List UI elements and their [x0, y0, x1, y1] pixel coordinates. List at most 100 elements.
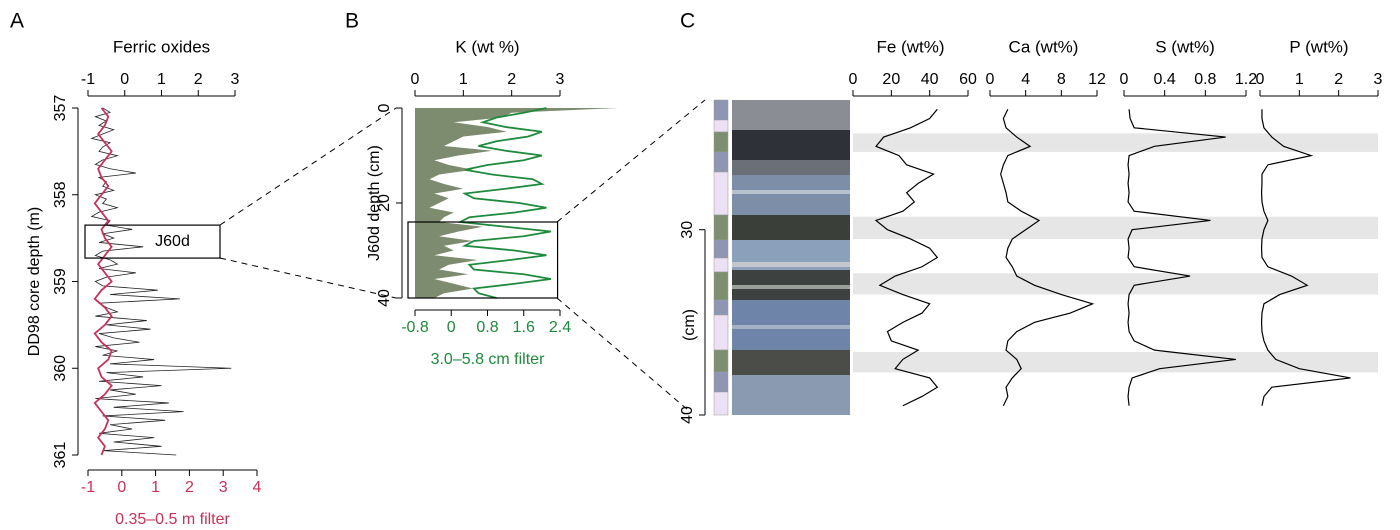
chart-title: Ferric oxides	[113, 37, 210, 56]
tick-label: 0	[376, 103, 393, 112]
tick-label: 12	[1088, 71, 1106, 88]
tick-label: 1.2	[1235, 71, 1257, 88]
tick-label: 357	[52, 95, 69, 122]
tick-label: 3	[1374, 71, 1383, 88]
tick-label: 0	[117, 479, 126, 496]
column-title: S (wt%)	[1155, 37, 1215, 56]
column-title: Fe (wt%)	[877, 37, 945, 56]
tick-label: 360	[52, 355, 69, 382]
tick-label: 2	[1334, 71, 1343, 88]
lith-unit	[713, 151, 729, 173]
tick-label: 0.8	[476, 319, 498, 336]
highlight-band	[853, 273, 1378, 295]
lith-unit	[713, 214, 729, 241]
tick-label: 30	[679, 221, 696, 239]
highlight-band	[853, 133, 1378, 152]
profile-line	[457, 107, 552, 299]
tick-label: 20	[376, 194, 393, 212]
tick-label: 40	[921, 71, 939, 88]
connectors	[219, 99, 706, 411]
core-layer	[732, 375, 850, 415]
annotation-label: J60d	[155, 233, 190, 250]
core-photo	[732, 100, 850, 415]
profile-line	[1000, 109, 1095, 406]
tick-label: -1	[81, 71, 95, 88]
y-axis-label: J60d depth (cm)	[366, 145, 383, 261]
core-layer	[732, 285, 850, 289]
tick-label: 1	[151, 479, 160, 496]
tick-label: 3	[231, 71, 240, 88]
highlight-band	[853, 216, 1378, 239]
lith-unit	[713, 391, 729, 416]
tick-label: 361	[52, 442, 69, 469]
lithology-column	[713, 99, 729, 416]
lith-unit	[713, 271, 729, 301]
tick-label: 3	[556, 71, 565, 88]
profile-line	[1260, 109, 1351, 406]
y-axis-label: DD98 core depth (m)	[26, 207, 43, 356]
tick-label: 0	[447, 319, 456, 336]
tick-label: 0	[849, 71, 858, 88]
profile-area	[415, 108, 618, 298]
core-layer	[732, 350, 850, 375]
tick-label: 2	[185, 479, 194, 496]
tick-label: 2.4	[549, 319, 571, 336]
tick-label: 40	[679, 406, 696, 424]
column-title: P (wt%)	[1289, 37, 1348, 56]
tick-label: 2	[507, 71, 516, 88]
profile-line	[93, 107, 113, 456]
core-layer	[732, 130, 850, 160]
tick-label: 2	[194, 71, 203, 88]
tick-label: 0	[411, 71, 420, 88]
tick-label: 1	[459, 71, 468, 88]
tick-label: -0.8	[401, 319, 429, 336]
tick-label: 3	[219, 479, 228, 496]
chart-title: K (wt %)	[455, 37, 519, 56]
x2-axis-label: 3.0–5.8 cm filter	[431, 351, 546, 368]
panel-label: B	[345, 10, 359, 33]
annotation-box	[407, 221, 559, 299]
core-layer	[732, 190, 850, 194]
tick-label: 0.4	[1154, 71, 1176, 88]
lith-unit	[713, 299, 729, 316]
x2-axis-label: 0.35–0.5 m filter	[115, 511, 230, 528]
tick-label: 4	[1021, 71, 1030, 88]
lith-unit	[713, 239, 729, 259]
core-layer	[732, 215, 850, 240]
y-axis-label: (cm)	[681, 309, 698, 341]
tick-label: 0	[120, 71, 129, 88]
panel-label: C	[680, 10, 695, 33]
profile-line	[1127, 109, 1236, 406]
tick-label: 0	[1256, 71, 1265, 88]
tick-label: 1	[157, 71, 166, 88]
lith-unit	[713, 171, 729, 216]
lith-unit	[713, 119, 729, 133]
tick-label: 359	[52, 268, 69, 295]
tick-label: 4	[253, 479, 262, 496]
lith-unit	[713, 257, 729, 273]
tick-label: 8	[1057, 71, 1066, 88]
core-layer	[732, 262, 850, 267]
tick-label: 40	[376, 289, 393, 307]
lith-unit	[713, 371, 729, 393]
tick-label: 0.8	[1194, 71, 1216, 88]
annotation-box	[84, 224, 221, 259]
connector	[556, 99, 706, 223]
lith-unit	[713, 131, 729, 153]
connector	[556, 297, 689, 411]
tick-label: 1	[1295, 71, 1304, 88]
lith-unit	[713, 99, 729, 121]
connector	[219, 257, 397, 299]
core-layer	[732, 160, 850, 175]
core-layer	[732, 325, 850, 329]
lith-unit	[713, 349, 729, 373]
profile-line	[874, 108, 939, 407]
core-layer	[732, 100, 850, 130]
column-title: Ca (wt%)	[1009, 37, 1079, 56]
tick-label: -1	[81, 479, 95, 496]
panel-label: A	[10, 10, 24, 33]
tick-label: 60	[959, 71, 977, 88]
tick-label: 20	[882, 71, 900, 88]
highlight-band	[853, 352, 1378, 373]
tick-label: 358	[52, 181, 69, 208]
